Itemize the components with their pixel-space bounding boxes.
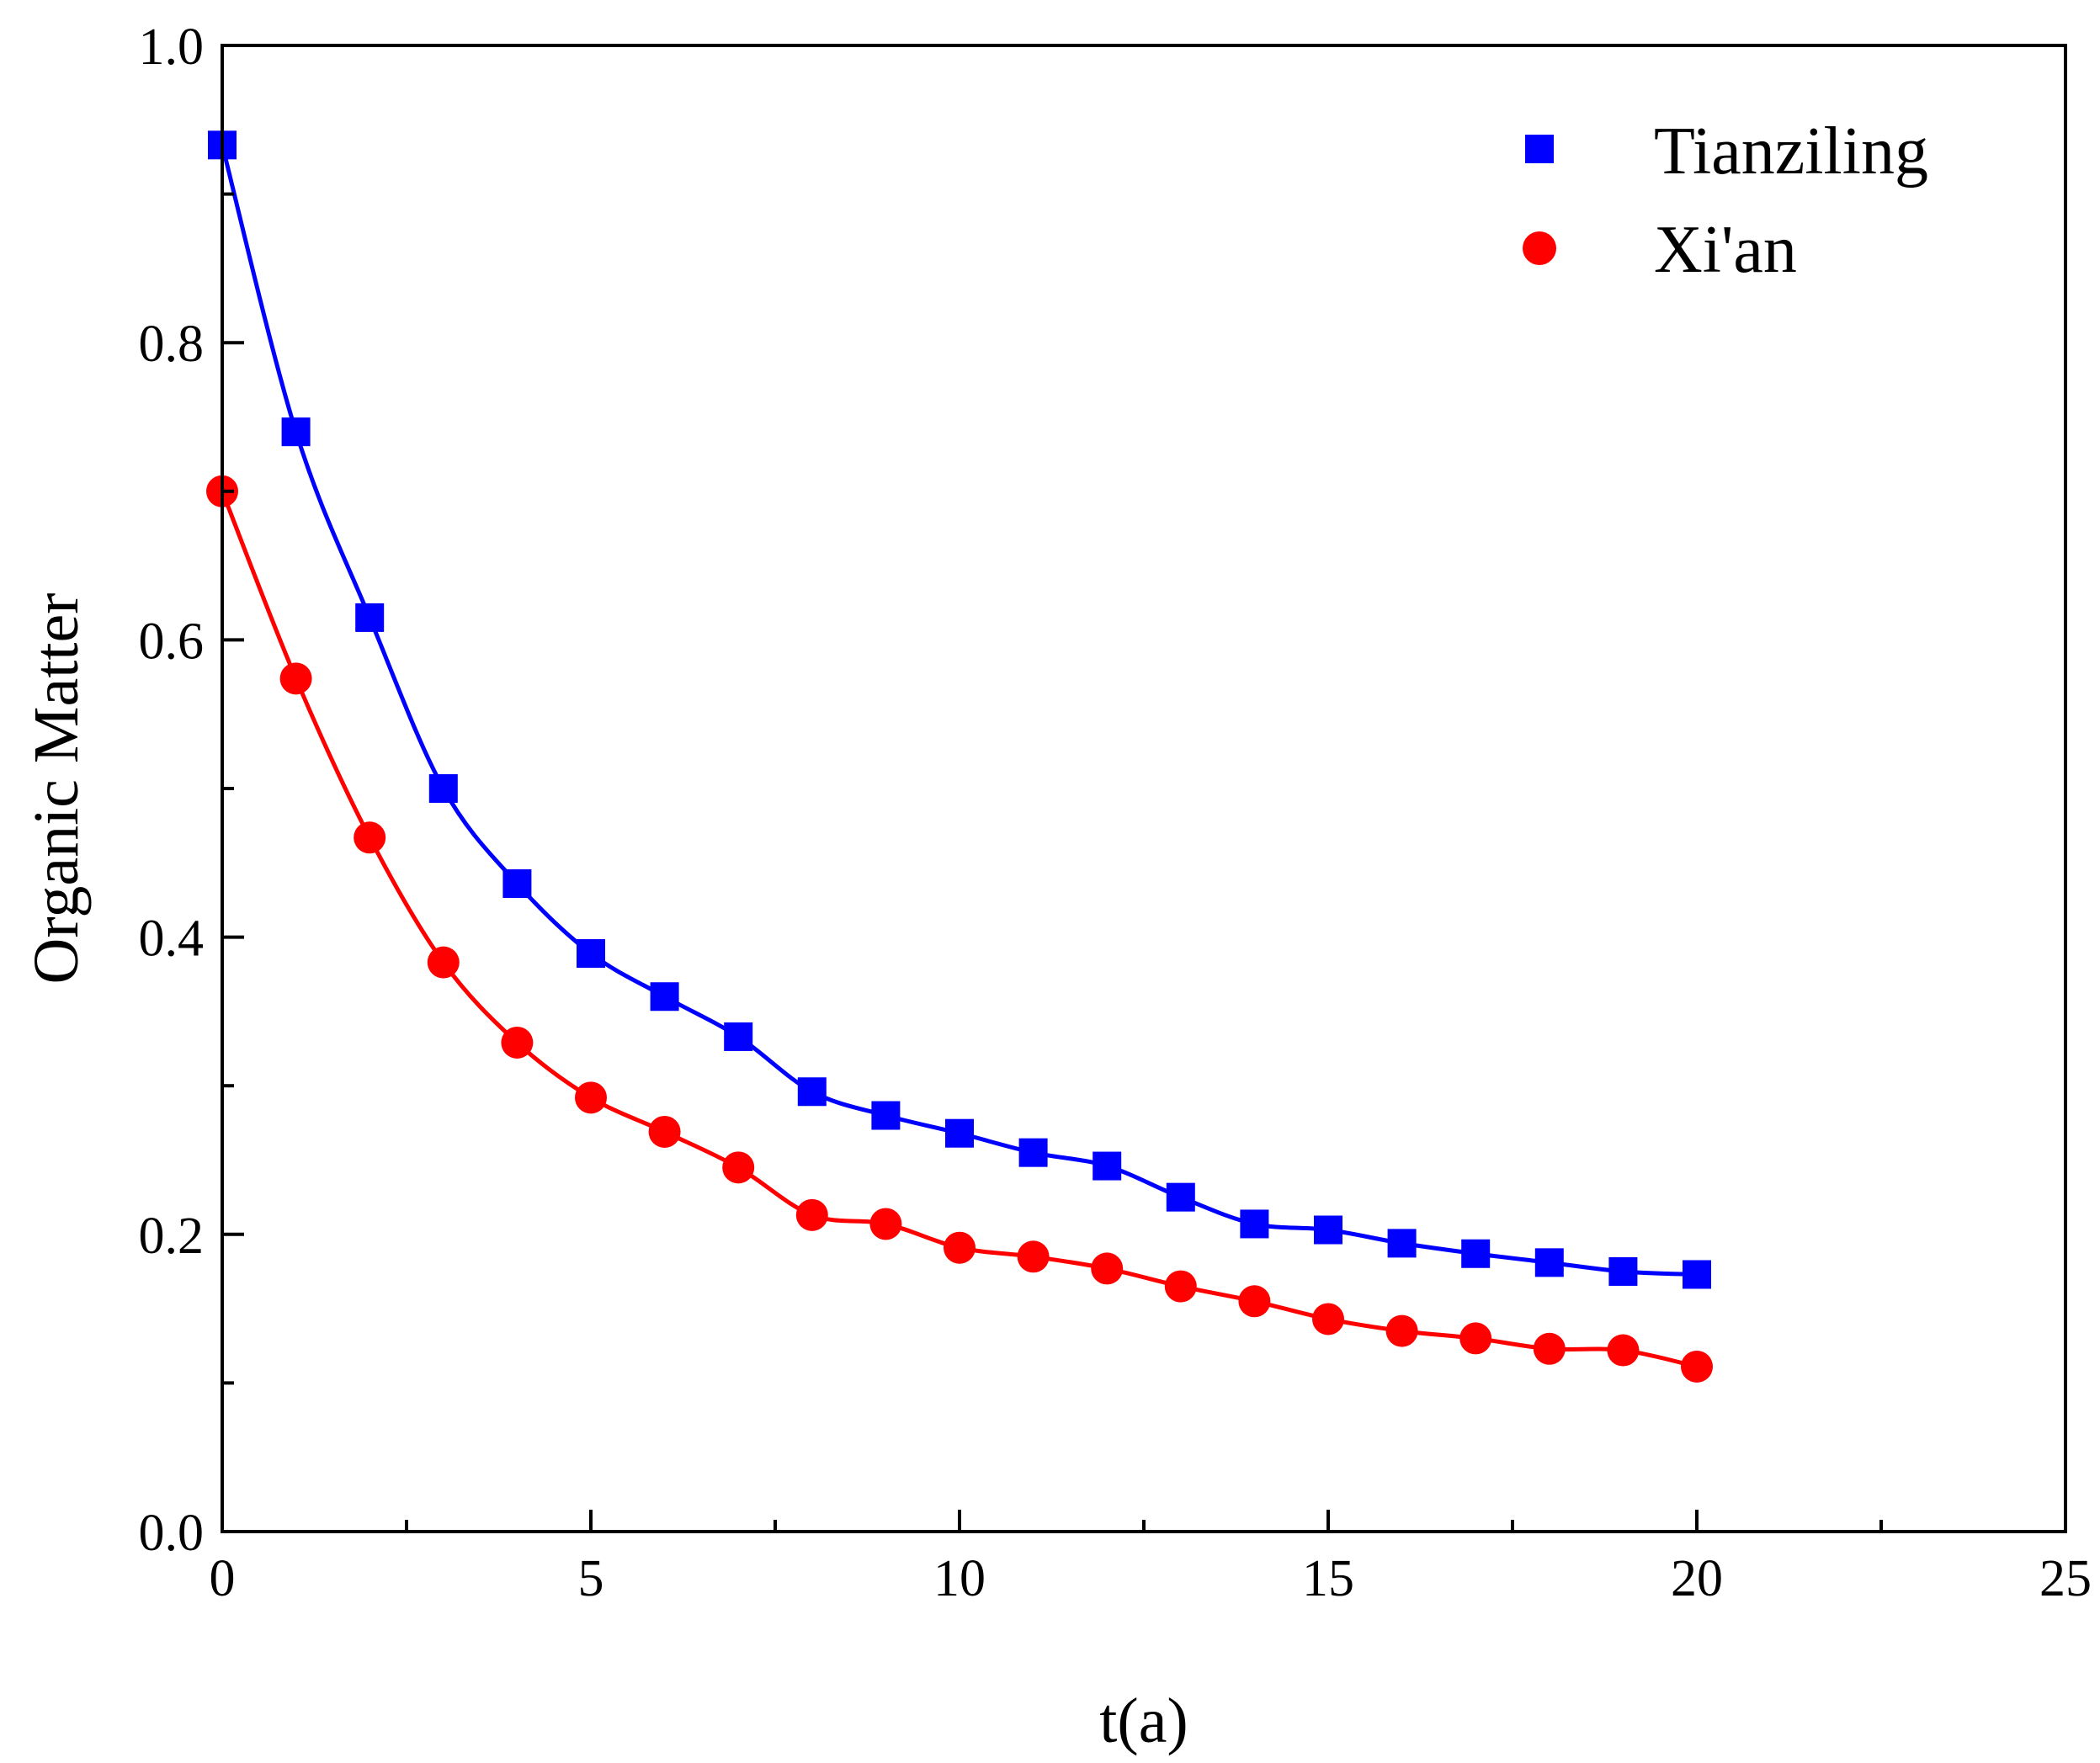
data-point-xian: [1017, 1240, 1050, 1273]
data-point-tianziling: [1608, 1256, 1638, 1286]
y-tick-label: 0.8: [139, 316, 205, 373]
data-point-tianziling: [355, 603, 385, 632]
data-point-tianziling: [1093, 1151, 1122, 1181]
legend: Tianziling Xi'an: [1523, 114, 1928, 287]
data-point-xian: [1164, 1270, 1197, 1303]
x-axis-label: t(a): [1099, 1686, 1188, 1756]
data-point-xian: [427, 946, 460, 979]
y-tick-label: 0.0: [139, 1505, 205, 1562]
data-point-xian: [1607, 1334, 1640, 1367]
y-axis-label: Organic Matter: [21, 593, 92, 985]
data-point-tianziling: [577, 939, 605, 969]
data-point-tianziling: [1240, 1209, 1269, 1239]
y-tick-label: 0.6: [139, 613, 205, 670]
data-point-tianziling: [797, 1077, 827, 1107]
y-tick-label: 0.4: [139, 911, 205, 968]
x-tick-label: 20: [1671, 1550, 1723, 1607]
data-point-xian: [575, 1081, 607, 1114]
data-point-tianziling: [871, 1101, 901, 1130]
data-point-tianziling: [1683, 1260, 1711, 1289]
data-point-tianziling: [945, 1118, 974, 1148]
y-tick-label: 0.2: [139, 1208, 205, 1265]
data-point-tianziling: [650, 982, 679, 1012]
legend-label-tianziling: Tianziling: [1654, 114, 1928, 189]
data-point-xian: [648, 1115, 681, 1148]
data-point-tianziling: [1018, 1138, 1048, 1167]
data-point-tianziling: [724, 1022, 753, 1051]
data-point-xian: [722, 1151, 755, 1184]
data-point-tianziling: [428, 774, 458, 803]
data-point-xian: [1681, 1350, 1713, 1383]
y-axis-ticks: 0.0 0.2 0.4 0.6 0.8 1.0: [139, 19, 244, 1562]
legend-label-xian: Xi'an: [1654, 213, 1797, 287]
data-point-tianziling: [502, 869, 532, 899]
y-tick-label: 1.0: [139, 19, 205, 76]
data-point-xian: [795, 1198, 828, 1231]
data-point-xian: [501, 1026, 534, 1059]
fit-line-tianziling: [220, 144, 1698, 1277]
fit-lines: [220, 144, 1698, 1369]
x-tick-label: 10: [933, 1550, 986, 1607]
data-point-xian: [1312, 1303, 1344, 1336]
data-point-xian: [354, 821, 386, 854]
data-point-tianziling: [1314, 1215, 1342, 1245]
x-tick-label: 5: [578, 1550, 604, 1607]
data-point-xian: [944, 1231, 976, 1264]
data-point-tianziling: [1166, 1182, 1195, 1212]
data-point-xian: [1238, 1285, 1271, 1318]
legend-marker-xian: [1523, 231, 1556, 265]
data-point-tianziling: [1534, 1248, 1564, 1277]
data-points: [206, 130, 1713, 1383]
data-point-tianziling: [1461, 1239, 1491, 1268]
data-point-xian: [869, 1208, 902, 1240]
x-tick-label: 0: [210, 1550, 236, 1607]
data-point-xian: [279, 662, 312, 695]
data-point-xian: [1533, 1332, 1566, 1365]
x-tick-label: 15: [1302, 1550, 1354, 1607]
data-point-xian: [1459, 1322, 1492, 1355]
data-point-tianziling: [281, 417, 311, 447]
data-point-xian: [1091, 1252, 1124, 1285]
legend-marker-tianziling: [1525, 135, 1554, 163]
data-point-tianziling: [1387, 1229, 1417, 1258]
x-tick-label: 25: [2039, 1550, 2092, 1607]
data-point-xian: [1385, 1314, 1418, 1347]
x-axis-ticks: 0 5 10 15 20 25: [210, 1510, 2092, 1607]
